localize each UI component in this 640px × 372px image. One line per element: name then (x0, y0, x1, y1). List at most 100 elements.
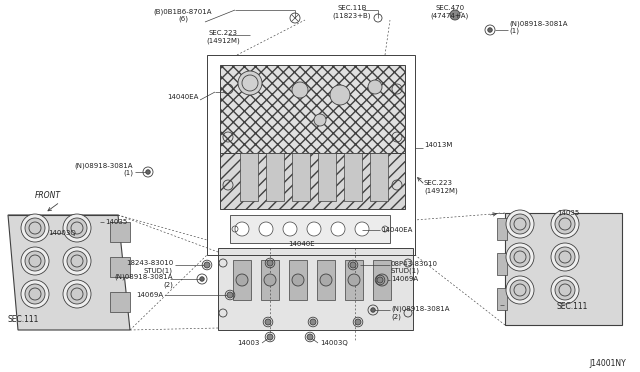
Circle shape (371, 308, 375, 312)
Text: J14001NY: J14001NY (589, 359, 626, 368)
Bar (289, 260, 307, 300)
Circle shape (25, 251, 45, 271)
Text: 14003Q: 14003Q (48, 230, 76, 236)
Bar (110, 257, 130, 277)
Text: (N)08918-3081A
(2): (N)08918-3081A (2) (391, 306, 449, 320)
Text: (N)08918-3081A
(2): (N)08918-3081A (2) (115, 274, 173, 288)
Text: SEC.223
(14912M): SEC.223 (14912M) (424, 180, 458, 193)
Circle shape (292, 82, 308, 98)
Bar (266, 153, 284, 201)
Circle shape (227, 292, 233, 298)
Circle shape (510, 280, 530, 300)
Text: 14040EA: 14040EA (168, 94, 199, 100)
Bar (230, 215, 390, 243)
Circle shape (67, 284, 87, 304)
Circle shape (265, 319, 271, 325)
Circle shape (200, 277, 204, 281)
Text: 14003Q: 14003Q (320, 340, 348, 346)
Circle shape (510, 214, 530, 234)
Bar (497, 253, 507, 275)
Bar (292, 153, 310, 201)
Text: (N)08918-3081A
(1): (N)08918-3081A (1) (74, 162, 133, 176)
Circle shape (67, 218, 87, 238)
Polygon shape (505, 213, 622, 325)
Circle shape (330, 85, 350, 105)
Circle shape (21, 247, 49, 275)
Bar (220, 153, 405, 209)
Text: 14035: 14035 (557, 210, 579, 216)
Bar (370, 153, 388, 201)
Circle shape (25, 218, 45, 238)
Circle shape (67, 251, 87, 271)
Circle shape (348, 274, 360, 286)
Circle shape (204, 262, 210, 268)
Circle shape (355, 222, 369, 236)
Circle shape (450, 10, 460, 20)
Text: SEC.111: SEC.111 (7, 315, 38, 324)
Bar (318, 153, 336, 201)
Circle shape (350, 262, 356, 268)
Circle shape (506, 210, 534, 238)
Circle shape (555, 280, 575, 300)
Circle shape (264, 274, 276, 286)
Circle shape (307, 334, 313, 340)
Circle shape (331, 222, 345, 236)
Circle shape (506, 276, 534, 304)
Circle shape (355, 319, 361, 325)
Text: 14069A: 14069A (136, 292, 163, 298)
Bar (233, 260, 251, 300)
Text: 14040E: 14040E (288, 241, 315, 247)
Circle shape (63, 214, 91, 242)
Bar (497, 218, 507, 240)
Text: 14003: 14003 (237, 340, 260, 346)
Circle shape (236, 274, 248, 286)
Polygon shape (8, 215, 130, 330)
Circle shape (259, 222, 273, 236)
Circle shape (376, 274, 388, 286)
Bar (261, 260, 279, 300)
Text: SEC.470
(47474+A): SEC.470 (47474+A) (431, 5, 469, 19)
Text: 08P43-83010
STUD(1): 08P43-83010 STUD(1) (391, 261, 438, 275)
Circle shape (377, 277, 383, 283)
Bar (317, 260, 335, 300)
Circle shape (555, 247, 575, 267)
Text: SEC.223
(14912M): SEC.223 (14912M) (206, 30, 240, 44)
Circle shape (63, 247, 91, 275)
Circle shape (510, 247, 530, 267)
Circle shape (506, 243, 534, 271)
Circle shape (21, 280, 49, 308)
Circle shape (292, 274, 304, 286)
Bar (345, 260, 363, 300)
Circle shape (314, 114, 326, 126)
Circle shape (25, 284, 45, 304)
Bar (207, 55, 415, 255)
Circle shape (238, 71, 262, 95)
Bar (344, 153, 362, 201)
Bar (110, 292, 130, 312)
Bar (497, 288, 507, 310)
Text: (B)0B1B6-8701A
(6): (B)0B1B6-8701A (6) (154, 8, 212, 22)
Circle shape (320, 274, 332, 286)
Circle shape (551, 276, 579, 304)
Text: SEC.111: SEC.111 (557, 302, 588, 311)
Text: 14035: 14035 (105, 219, 127, 225)
Circle shape (551, 243, 579, 271)
Bar (373, 260, 391, 300)
Circle shape (146, 170, 150, 174)
Text: 18243-83010
STUD(1): 18243-83010 STUD(1) (125, 260, 173, 273)
Circle shape (283, 222, 297, 236)
Circle shape (267, 260, 273, 266)
Bar (218, 248, 413, 330)
Circle shape (63, 280, 91, 308)
Circle shape (235, 222, 249, 236)
Circle shape (551, 210, 579, 238)
Text: 14040EA: 14040EA (381, 227, 412, 233)
Bar (110, 222, 130, 242)
Text: FRONT: FRONT (35, 191, 61, 200)
Circle shape (555, 214, 575, 234)
Text: (N)08918-3081A
(1): (N)08918-3081A (1) (509, 20, 568, 34)
Bar (240, 153, 258, 201)
Circle shape (267, 334, 273, 340)
Bar (220, 65, 405, 153)
Circle shape (307, 222, 321, 236)
